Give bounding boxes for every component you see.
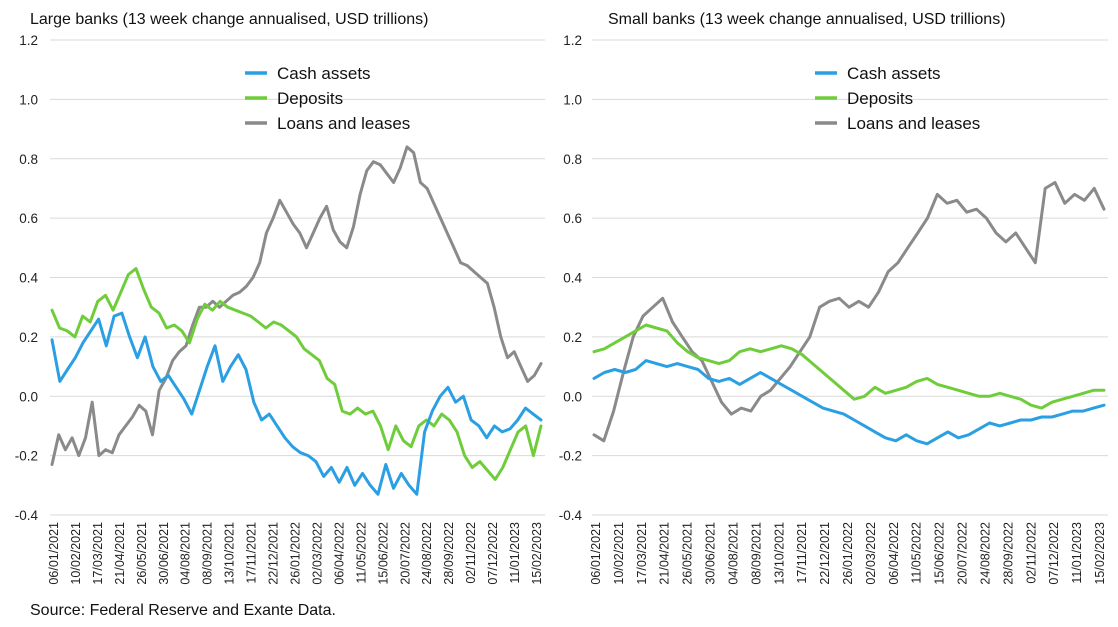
source-note: Source: Federal Reserve and Exante Data. — [30, 602, 336, 619]
x-tick-label: 08/09/2021 — [201, 522, 215, 585]
x-tick-label: 11/05/2022 — [354, 522, 368, 584]
x-tick-label: 15/06/2022 — [933, 522, 947, 585]
x-tick-label: 02/03/2022 — [864, 522, 878, 585]
x-tick-label: 15/06/2022 — [376, 522, 390, 585]
x-tick-label: 17/03/2021 — [91, 522, 105, 585]
x-tick-label: 28/09/2022 — [442, 522, 456, 585]
legend-label: Deposits — [277, 89, 343, 108]
x-tick-label: 06/01/2021 — [589, 522, 603, 585]
y-tick-label: 0.4 — [563, 271, 582, 286]
legend-label: Cash assets — [277, 64, 371, 83]
x-tick-label: 24/08/2022 — [420, 522, 434, 585]
x-tick-label: 26/01/2022 — [841, 522, 855, 585]
series-line-loans-and-leases — [592, 181, 1106, 443]
x-tick-label: 06/01/2021 — [47, 522, 61, 585]
y-tick-label: 0.4 — [19, 271, 38, 286]
x-tick-label: 02/03/2022 — [310, 522, 324, 585]
x-tick-label: 30/06/2021 — [704, 522, 718, 585]
x-tick-label: 11/05/2022 — [910, 522, 924, 584]
y-tick-label: 1.2 — [19, 33, 38, 48]
series-line-cash-assets — [592, 359, 1106, 446]
y-tick-label: -0.4 — [15, 508, 39, 523]
y-tick-label: -0.2 — [15, 449, 38, 464]
x-tick-label: 04/08/2021 — [726, 522, 740, 585]
x-tick-label: 17/11/2021 — [245, 522, 259, 584]
y-tick-label: 0.2 — [563, 330, 582, 345]
x-tick-label: 21/04/2021 — [658, 522, 672, 585]
legend-label: Loans and leases — [847, 114, 980, 133]
x-tick-label: 11/01/2023 — [1070, 522, 1084, 584]
series-line-deposits — [50, 267, 543, 481]
x-tick-label: 02/11/2022 — [1024, 522, 1038, 584]
x-tick-label: 30/06/2021 — [157, 522, 171, 585]
x-tick-label: 13/10/2021 — [223, 522, 237, 585]
x-tick-label: 26/01/2022 — [289, 522, 303, 585]
x-tick-label: 15/02/2023 — [530, 522, 544, 585]
x-tick-label: 24/08/2022 — [978, 522, 992, 585]
y-tick-label: 0.6 — [19, 211, 38, 226]
y-tick-label: 1.0 — [19, 92, 38, 107]
series-line-cash-assets — [50, 311, 543, 496]
small-banks-chart: Small banks (13 week change annualised, … — [559, 11, 1108, 585]
y-tick-label: 0.0 — [19, 389, 38, 404]
x-tick-label: 15/02/2023 — [1093, 522, 1107, 585]
x-tick-label: 26/05/2021 — [135, 522, 149, 585]
x-tick-label: 20/07/2022 — [398, 522, 412, 585]
x-tick-label: 10/02/2021 — [69, 522, 83, 585]
x-tick-label: 13/10/2021 — [772, 522, 786, 585]
x-tick-label: 21/04/2021 — [113, 522, 127, 585]
x-tick-label: 26/05/2021 — [681, 522, 695, 585]
x-tick-label: 11/01/2023 — [508, 522, 522, 584]
x-tick-label: 20/07/2022 — [956, 522, 970, 585]
y-tick-label: 1.0 — [563, 92, 582, 107]
x-tick-label: 06/04/2022 — [332, 522, 346, 585]
x-tick-label: 06/04/2022 — [887, 522, 901, 585]
y-tick-label: 0.6 — [563, 211, 582, 226]
chart-title: Large banks (13 week change annualised, … — [30, 11, 428, 28]
legend-label: Loans and leases — [277, 114, 410, 133]
x-tick-label: 17/11/2021 — [795, 522, 809, 584]
y-tick-label: -0.2 — [559, 449, 582, 464]
y-tick-label: 0.0 — [563, 389, 582, 404]
x-tick-label: 22/12/2021 — [267, 522, 281, 585]
x-tick-label: 08/09/2021 — [749, 522, 763, 585]
x-tick-label: 17/03/2021 — [635, 522, 649, 585]
series-line-loans-and-leases — [50, 145, 543, 466]
large-banks-chart: Large banks (13 week change annualised, … — [15, 11, 545, 585]
legend-label: Deposits — [847, 89, 913, 108]
y-tick-label: 0.2 — [19, 330, 38, 345]
y-tick-label: -0.4 — [559, 508, 583, 523]
x-tick-label: 04/08/2021 — [179, 522, 193, 585]
y-tick-label: 0.8 — [19, 152, 38, 167]
chart-title: Small banks (13 week change annualised, … — [608, 11, 1006, 28]
series-line-deposits — [592, 323, 1106, 410]
x-tick-label: 10/02/2021 — [612, 522, 626, 585]
legend-label: Cash assets — [847, 64, 941, 83]
y-tick-label: 1.2 — [563, 33, 582, 48]
x-tick-label: 22/12/2021 — [818, 522, 832, 585]
x-tick-label: 07/12/2022 — [1047, 522, 1061, 585]
x-tick-label: 28/09/2022 — [1001, 522, 1015, 585]
x-tick-label: 02/11/2022 — [464, 522, 478, 584]
x-tick-label: 07/12/2022 — [486, 522, 500, 585]
y-tick-label: 0.8 — [563, 152, 582, 167]
